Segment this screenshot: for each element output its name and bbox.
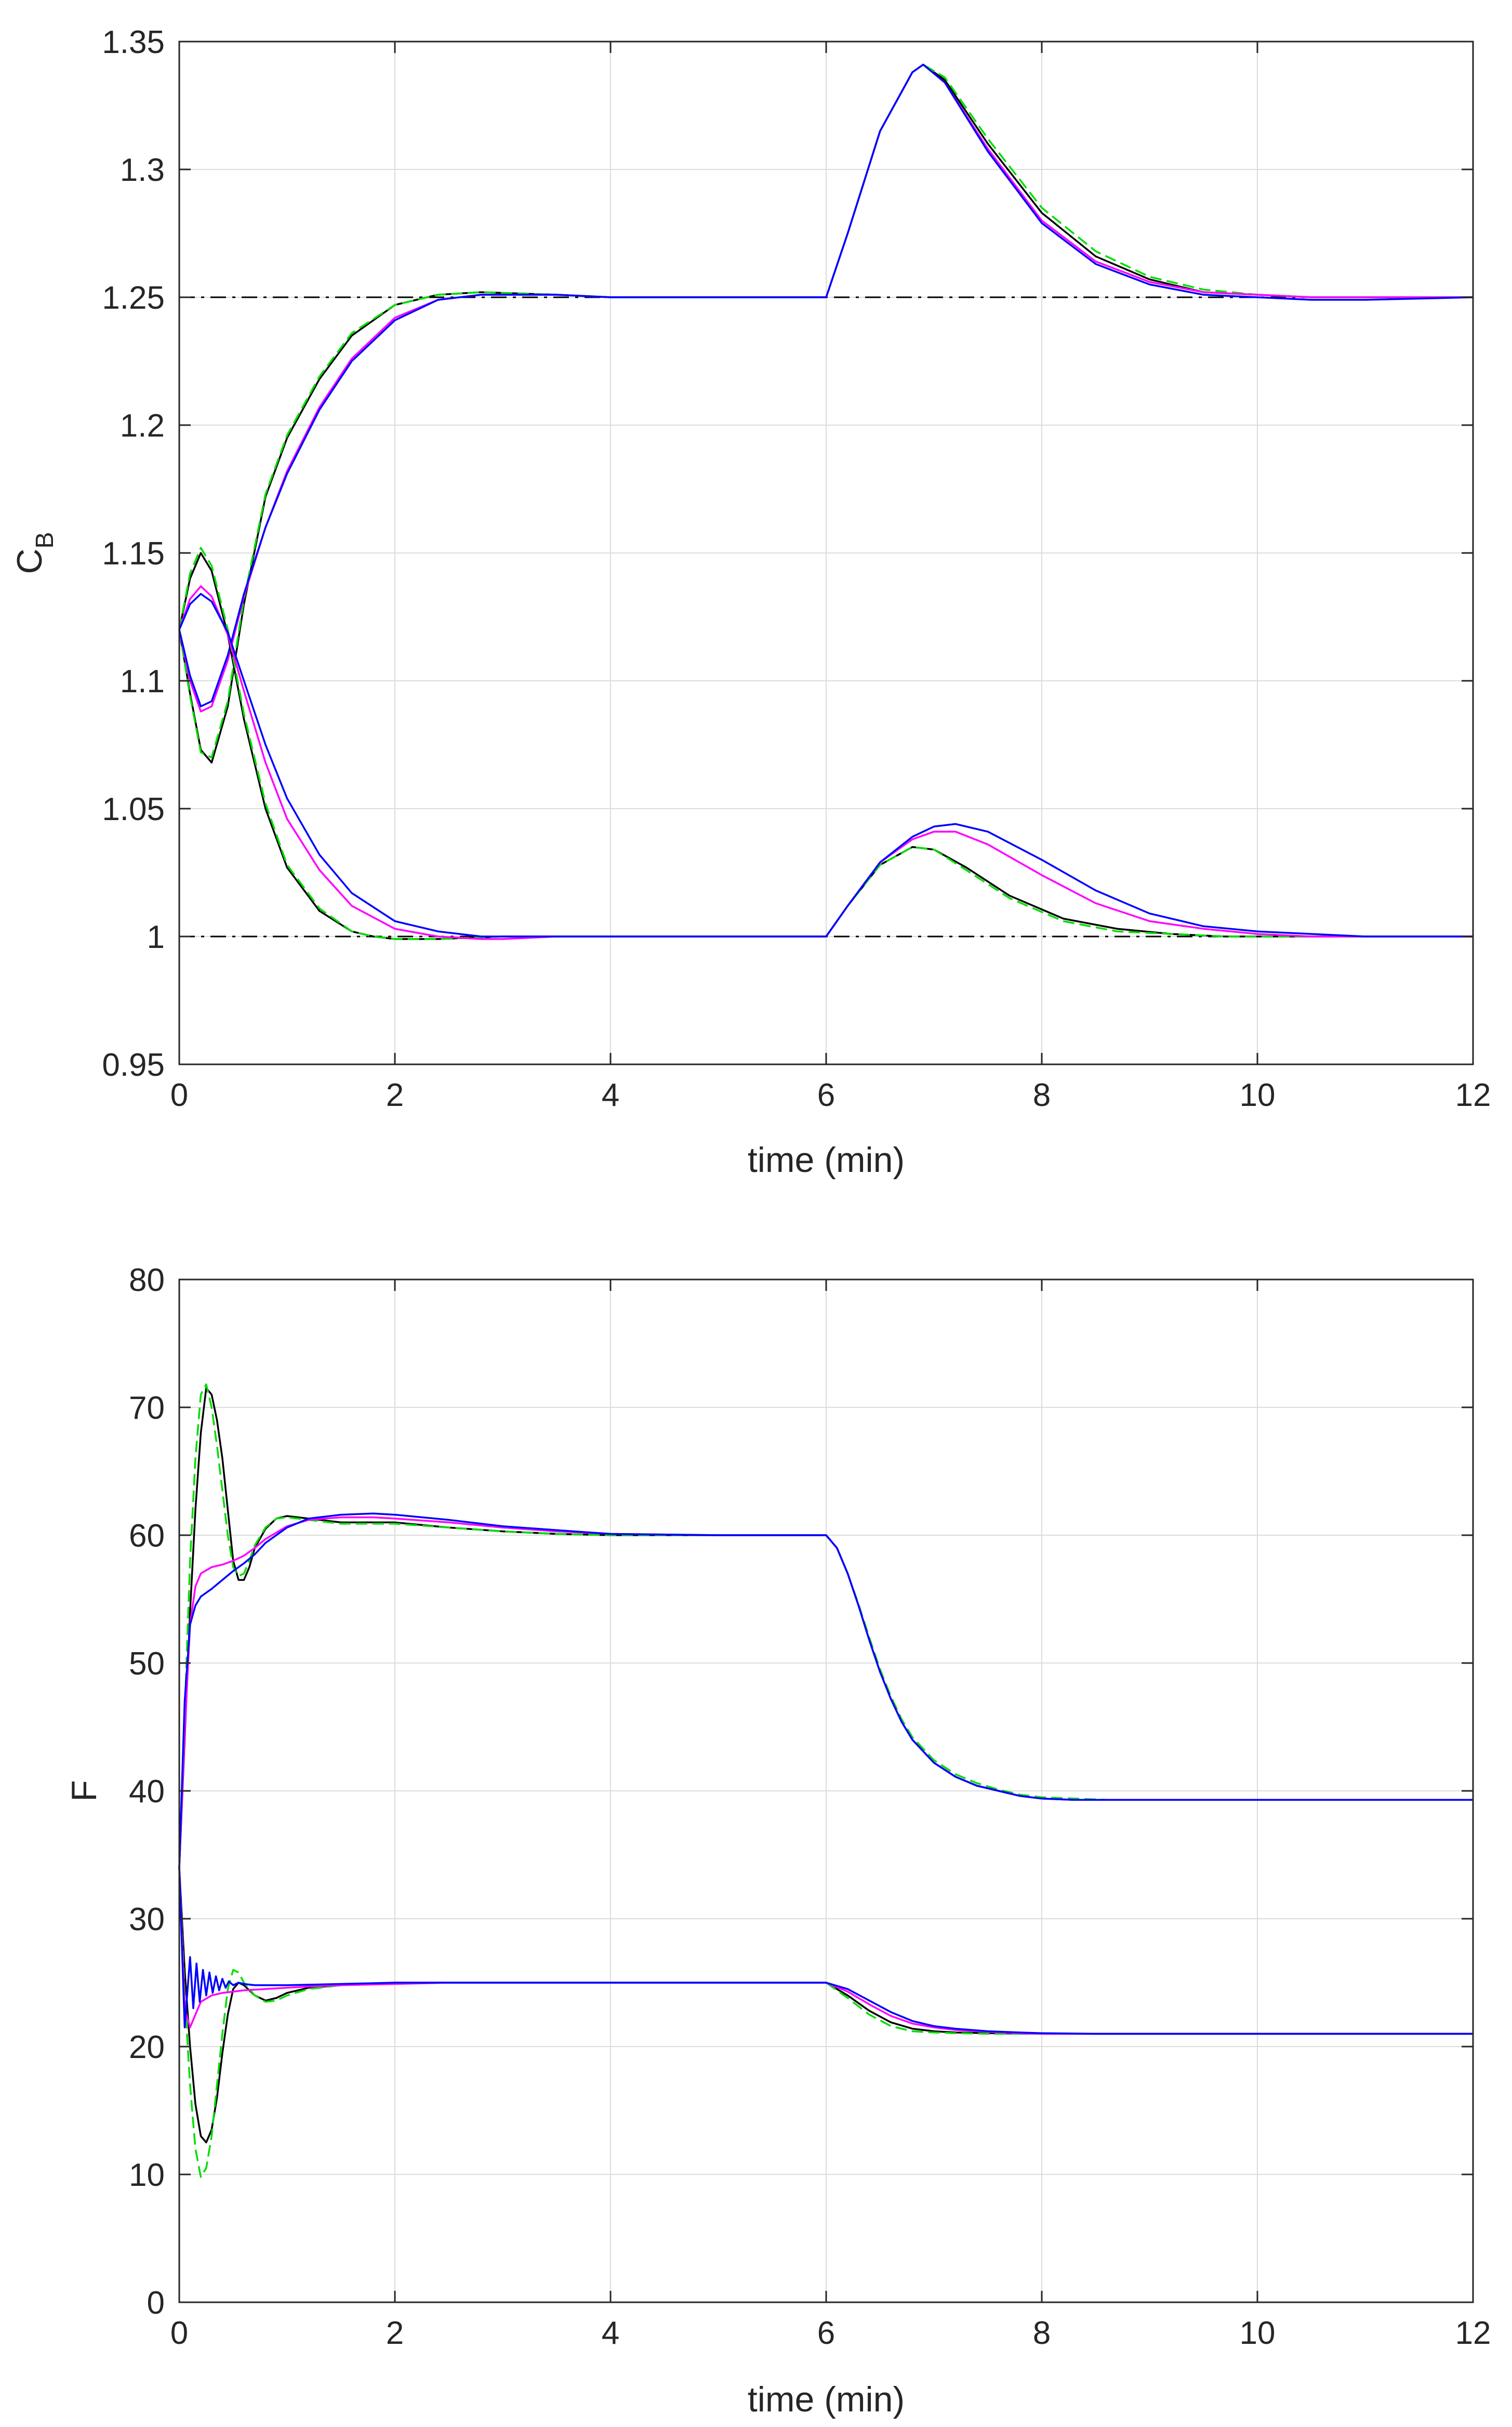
cb-y-tick-label: 1.05 <box>102 792 165 827</box>
cb-x-tick-label: 0 <box>170 1077 188 1113</box>
f-y-tick-label: 60 <box>129 1518 165 1554</box>
cb-y-tick-label: 1.1 <box>120 664 165 700</box>
f-y-axis-label: F <box>64 1780 104 1802</box>
f-tick-marks <box>178 1278 1474 2303</box>
cb-y-axis-label: CB <box>10 532 59 574</box>
f-series-lower-green <box>178 1867 1473 2178</box>
cb-y-axis-label-main: C <box>10 548 49 574</box>
f-x-tick-label: 4 <box>602 2315 619 2351</box>
cb-y-tick-label: 0.95 <box>102 1047 165 1083</box>
cb-series-lower-blue <box>178 592 1473 938</box>
cb-series-upper-blue <box>178 63 1474 707</box>
f-series <box>178 1383 1473 2178</box>
cb-tick-marks <box>178 41 1474 1065</box>
f-y-tick-label: 50 <box>129 1646 165 1682</box>
f-y-tick-label: 20 <box>129 2029 165 2065</box>
cb-x-tick-label: 4 <box>602 1077 619 1113</box>
f-y-tick-label: 80 <box>129 1262 165 1298</box>
f-x-axis-label: time (min) <box>748 2380 905 2419</box>
cb-y-tick-labels: 0.95 1 1.05 1.1 1.15 1.2 1.25 1.3 1.35 <box>102 24 165 1083</box>
cb-x-tick-labels: 0 2 4 6 8 10 12 <box>170 1077 1491 1113</box>
f-x-tick-label: 6 <box>817 2315 835 2351</box>
f-y-tick-labels: 0 10 20 30 40 50 60 70 80 <box>129 1262 165 2321</box>
cb-y-tick-label: 1.2 <box>120 408 165 444</box>
f-y-tick-label: 40 <box>129 1774 165 1810</box>
cb-chart: 0 2 4 6 8 10 12 0.95 1 1.05 1.1 1.15 1.2 1.25 1.3 1.35… <box>10 24 1491 1180</box>
f-series-upper-blue <box>178 1512 1473 1868</box>
f-series-lower-blue <box>178 1867 1473 2035</box>
f-x-tick-labels: 0 2 4 6 8 10 12 <box>170 2315 1491 2351</box>
f-x-tick-label: 2 <box>386 2315 404 2351</box>
cb-y-axis-label-subscript: B <box>31 532 59 548</box>
cb-x-tick-label: 6 <box>817 1077 835 1113</box>
cb-x-tick-label: 12 <box>1455 1077 1491 1113</box>
cb-y-tick-label: 1.35 <box>102 24 165 60</box>
cb-x-tick-label: 2 <box>386 1077 404 1113</box>
f-chart: 0 2 4 6 8 10 12 0 10 20 30 40 50 60 70 80 time (min) F <box>64 1262 1491 2419</box>
cb-x-tick-label: 10 <box>1240 1077 1276 1113</box>
f-y-tick-label: 10 <box>129 2157 165 2193</box>
cb-series <box>178 63 1474 940</box>
f-y-tick-label: 70 <box>129 1390 165 1426</box>
f-series-upper-green <box>178 1383 1473 1868</box>
cb-x-tick-label: 8 <box>1033 1077 1051 1113</box>
f-x-tick-label: 10 <box>1240 2315 1276 2351</box>
cb-x-axis-label: time (min) <box>748 1140 905 1180</box>
f-y-tick-label: 30 <box>129 1902 165 1937</box>
f-x-tick-label: 8 <box>1033 2315 1051 2351</box>
f-x-tick-label: 0 <box>170 2315 188 2351</box>
f-x-tick-label: 12 <box>1455 2315 1491 2351</box>
cb-y-tick-label: 1.25 <box>102 280 165 316</box>
cb-y-tick-label: 1.15 <box>102 536 165 572</box>
cb-y-tick-label: 1.3 <box>120 152 165 188</box>
f-y-tick-label: 0 <box>147 2285 165 2321</box>
cb-y-tick-label: 1 <box>147 919 165 955</box>
